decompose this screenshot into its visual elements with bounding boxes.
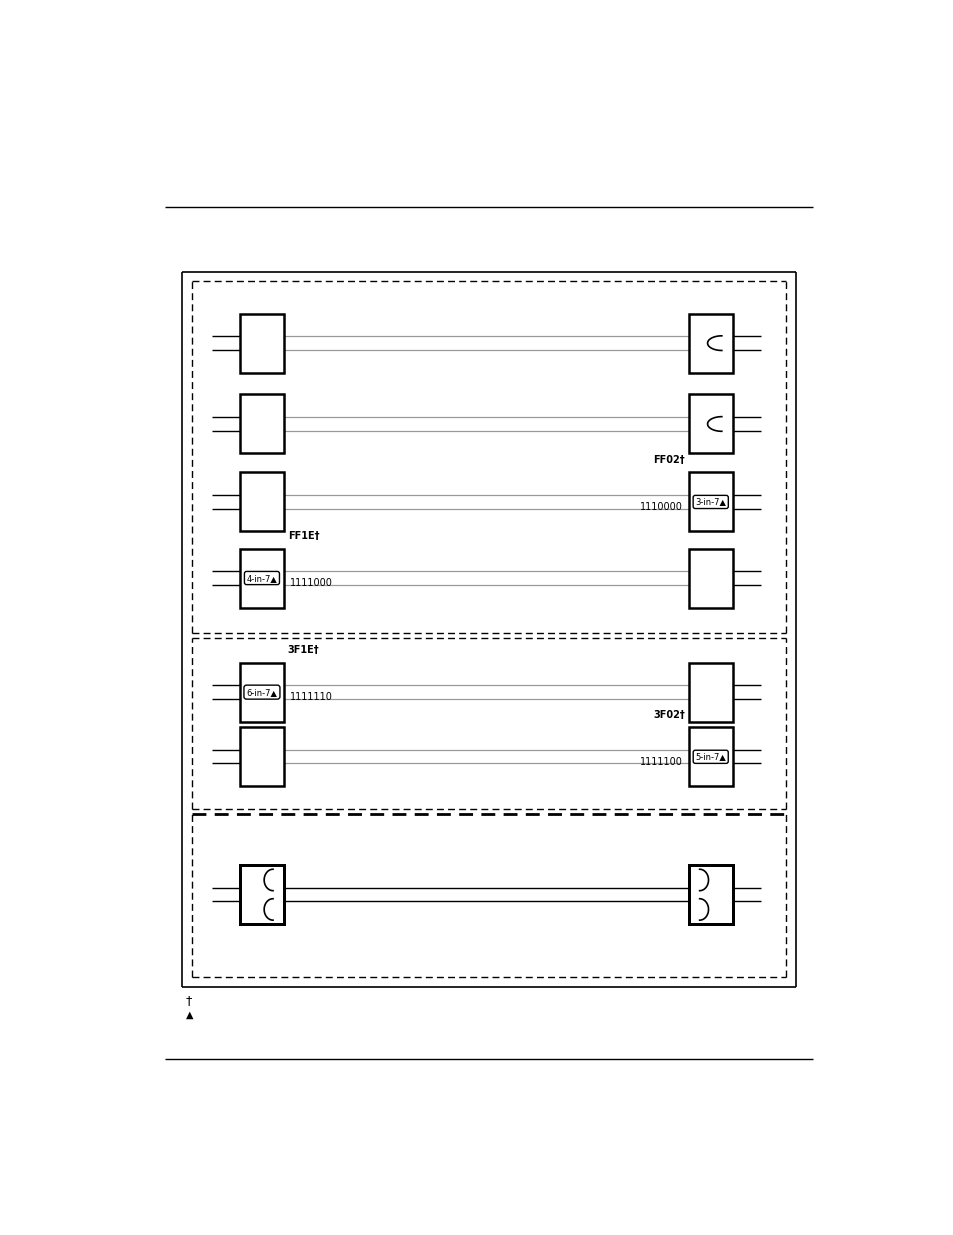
Text: 1111100: 1111100 <box>639 757 682 767</box>
Text: FF02†: FF02† <box>653 454 684 464</box>
Text: 3F02†: 3F02† <box>653 710 684 720</box>
Bar <box>688 727 732 787</box>
Text: FF1E†: FF1E† <box>288 531 319 541</box>
Bar <box>239 866 284 924</box>
Bar <box>239 394 284 453</box>
Text: 1111000: 1111000 <box>290 578 333 588</box>
Bar <box>688 548 732 608</box>
Text: 4-in-7▲: 4-in-7▲ <box>246 573 277 583</box>
Bar <box>688 394 732 453</box>
Text: 6-in-7▲: 6-in-7▲ <box>246 688 277 697</box>
Text: ▲: ▲ <box>186 1010 193 1020</box>
Text: 1111110: 1111110 <box>290 692 333 701</box>
Bar <box>688 314 732 373</box>
Bar <box>239 473 284 531</box>
Text: 3F1E†: 3F1E† <box>288 645 319 655</box>
Bar <box>688 473 732 531</box>
Bar <box>688 663 732 721</box>
Bar <box>239 314 284 373</box>
Bar <box>239 548 284 608</box>
Bar <box>688 866 732 924</box>
Bar <box>239 663 284 721</box>
Text: 3-in-7▲: 3-in-7▲ <box>695 498 725 506</box>
Bar <box>239 727 284 787</box>
Text: 1110000: 1110000 <box>639 501 682 511</box>
Text: †: † <box>186 994 192 1008</box>
Text: 5-in-7▲: 5-in-7▲ <box>695 752 725 761</box>
